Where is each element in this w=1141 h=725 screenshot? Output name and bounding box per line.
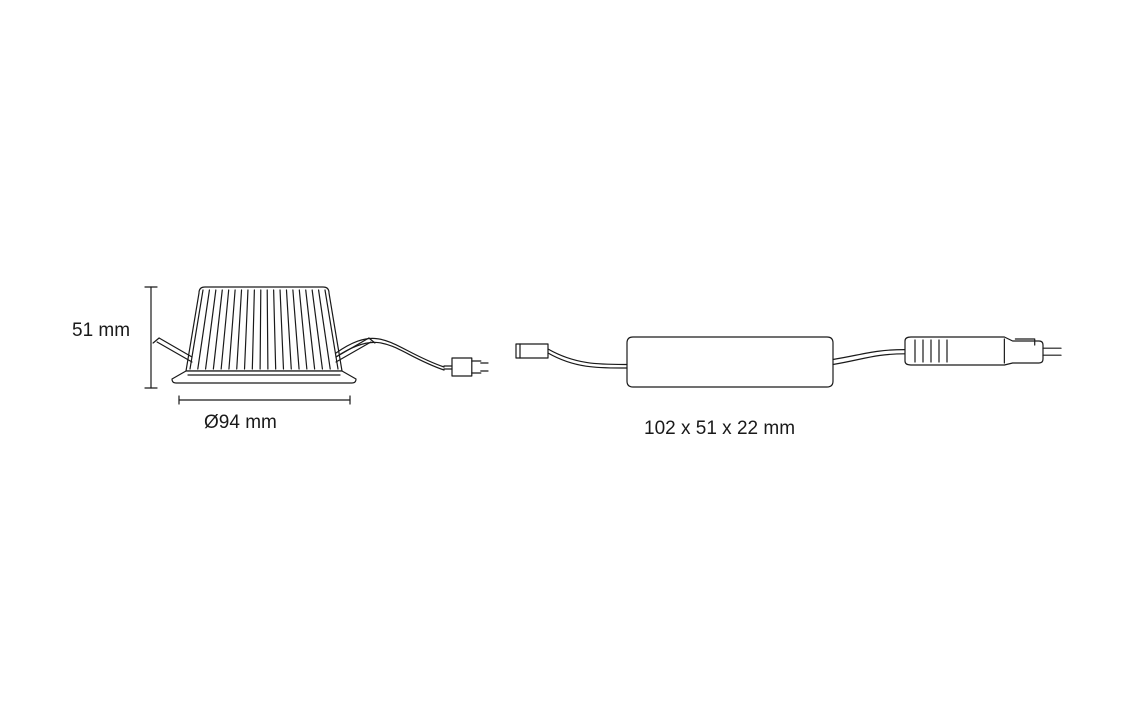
technical-diagram: 51 mm Ø94 mm 102 x 51 x 22 mm [0,0,1141,720]
diagram-svg [0,0,1141,720]
driver-dimensions-label: 102 x 51 x 22 mm [644,418,795,440]
diameter-label: Ø94 mm [204,412,277,434]
height-label: 51 mm [72,320,130,342]
